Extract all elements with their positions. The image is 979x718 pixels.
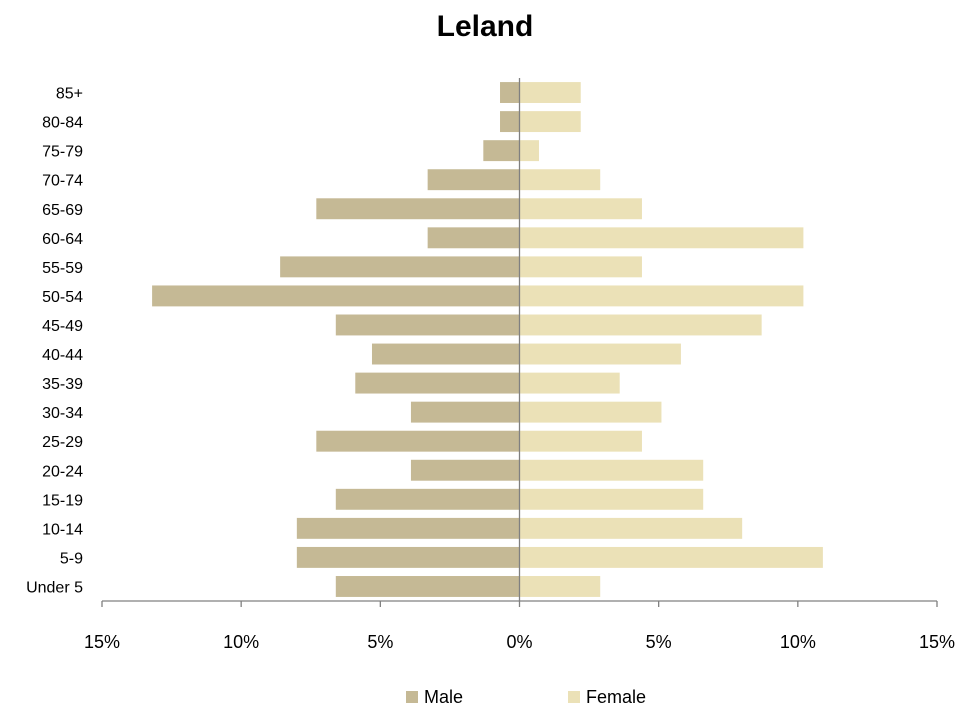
y-tick-label: 25-29	[42, 434, 83, 451]
bar-male-12	[427, 227, 520, 249]
y-tick-label: 75-79	[42, 144, 83, 161]
bar-female-4	[519, 459, 704, 481]
bar-male-8	[371, 343, 520, 365]
bar-male-9	[335, 314, 520, 336]
legend-swatch	[568, 691, 580, 703]
y-tick-label: 85+	[56, 86, 83, 103]
x-tick-label: 5%	[646, 632, 672, 652]
bar-male-1	[296, 546, 520, 568]
bar-female-10	[519, 285, 804, 307]
bar-male-5	[316, 430, 520, 452]
x-tick-label: 10%	[780, 632, 816, 652]
bar-female-6	[519, 401, 662, 423]
y-tick-label: 5-9	[60, 550, 83, 567]
x-tick-label: 15%	[84, 632, 120, 652]
bar-male-14	[427, 169, 520, 191]
y-tick-label: 45-49	[42, 318, 83, 335]
bar-female-5	[519, 430, 642, 452]
y-tick-label: 55-59	[42, 260, 83, 277]
y-tick-label: 50-54	[42, 289, 83, 306]
x-tick-label: 0%	[506, 632, 532, 652]
bar-female-3	[519, 488, 704, 510]
chart-title: Leland	[437, 10, 534, 43]
legend: Male Female	[406, 687, 646, 707]
bar-female-7	[519, 372, 620, 394]
bar-male-17	[500, 82, 520, 103]
bar-female-13	[519, 198, 642, 220]
bar-male-11	[280, 256, 520, 278]
y-tick-label: Under 5	[26, 579, 83, 596]
y-tick-label: 15-19	[42, 492, 83, 509]
y-tick-label: 10-14	[42, 521, 83, 538]
bar-male-0	[335, 576, 520, 597]
bar-female-2	[519, 517, 743, 539]
bar-female-8	[519, 343, 681, 365]
legend-item-female: Female	[568, 687, 646, 707]
bar-female-11	[519, 256, 642, 278]
bar-female-9	[519, 314, 762, 336]
x-axis: 15% 10% 5% 0% 5% 10% 15%	[84, 78, 955, 652]
x-tick-label: 10%	[223, 632, 259, 652]
bar-male-15	[483, 140, 520, 162]
bar-male-16	[500, 111, 520, 133]
bar-female-1	[519, 546, 823, 568]
y-tick-label: 80-84	[42, 115, 83, 132]
bar-male-6	[410, 401, 520, 423]
legend-label: Female	[586, 687, 646, 707]
bars-layer	[152, 82, 823, 597]
y-tick-label: 35-39	[42, 376, 83, 393]
y-tick-label: 40-44	[42, 347, 83, 364]
bar-male-13	[316, 198, 520, 220]
bar-male-2	[296, 517, 520, 539]
bar-female-16	[519, 111, 581, 133]
y-tick-label: 30-34	[42, 405, 83, 422]
legend-item-male: Male	[406, 687, 463, 707]
legend-label: Male	[424, 687, 463, 707]
bar-female-12	[519, 227, 804, 249]
y-axis-labels: Under 5 5-9 10-14 15-19 20-24 25-29 30-34 35-39…	[26, 86, 83, 597]
bar-female-17	[519, 82, 581, 103]
y-tick-label: 65-69	[42, 202, 83, 219]
bar-female-0	[519, 576, 601, 597]
y-tick-label: 60-64	[42, 231, 83, 248]
y-tick-label: 20-24	[42, 463, 83, 480]
bar-male-7	[355, 372, 520, 394]
bar-female-14	[519, 169, 601, 191]
bar-male-3	[335, 488, 520, 510]
bar-male-10	[152, 285, 520, 307]
x-tick-label: 5%	[367, 632, 393, 652]
bar-female-15	[519, 140, 539, 162]
legend-swatch	[406, 691, 418, 703]
x-tick-label: 15%	[919, 632, 955, 652]
bar-male-4	[410, 459, 520, 481]
y-tick-label: 70-74	[42, 173, 83, 190]
